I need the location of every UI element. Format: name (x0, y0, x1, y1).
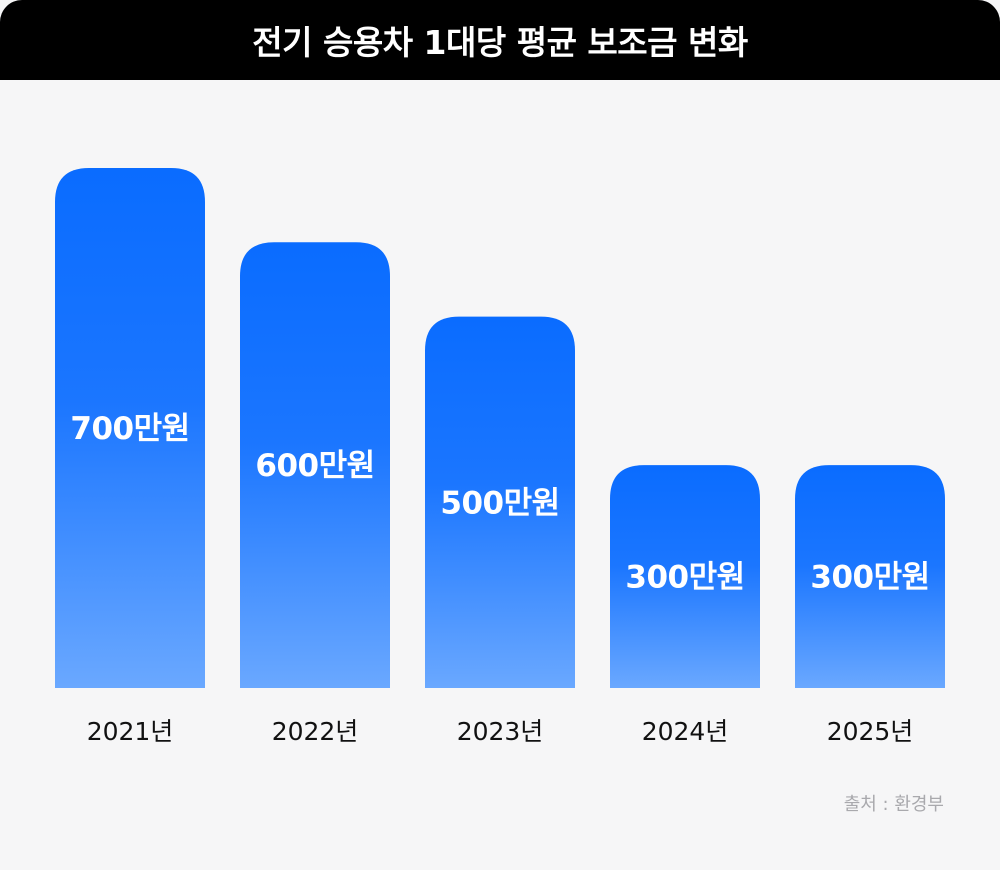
bar-2022년 (240, 242, 390, 689)
bar-2024년 (610, 465, 760, 688)
chart-title: 전기 승용차 1대당 평균 보조금 변화 (252, 23, 748, 62)
bar-2021년 (55, 168, 205, 688)
bar-value-label: 500만원 (440, 485, 559, 521)
source-note: 출처 : 환경부 (843, 794, 944, 815)
bar-value-label: 700만원 (70, 411, 189, 447)
bar-value-label: 300만원 (810, 560, 929, 596)
bar-value-label: 600만원 (255, 448, 374, 484)
bars-group (55, 168, 945, 689)
category-label: 2023년 (457, 717, 544, 746)
value-labels-group: 700만원 600만원 500만원 300만원 300만원 (70, 411, 930, 596)
category-label: 2024년 (642, 717, 729, 746)
category-label: 2025년 (827, 717, 914, 746)
category-label: 2022년 (272, 717, 359, 746)
category-labels-group: 2021년 2022년 2023년 2024년 2025년 (87, 717, 914, 746)
bar-2023년 (425, 316, 575, 688)
chart-header: 전기 승용차 1대당 평균 보조금 변화 (0, 0, 1000, 80)
bar-value-label: 300만원 (625, 560, 744, 596)
bar-2025년 (795, 465, 945, 688)
category-label: 2021년 (87, 717, 174, 746)
